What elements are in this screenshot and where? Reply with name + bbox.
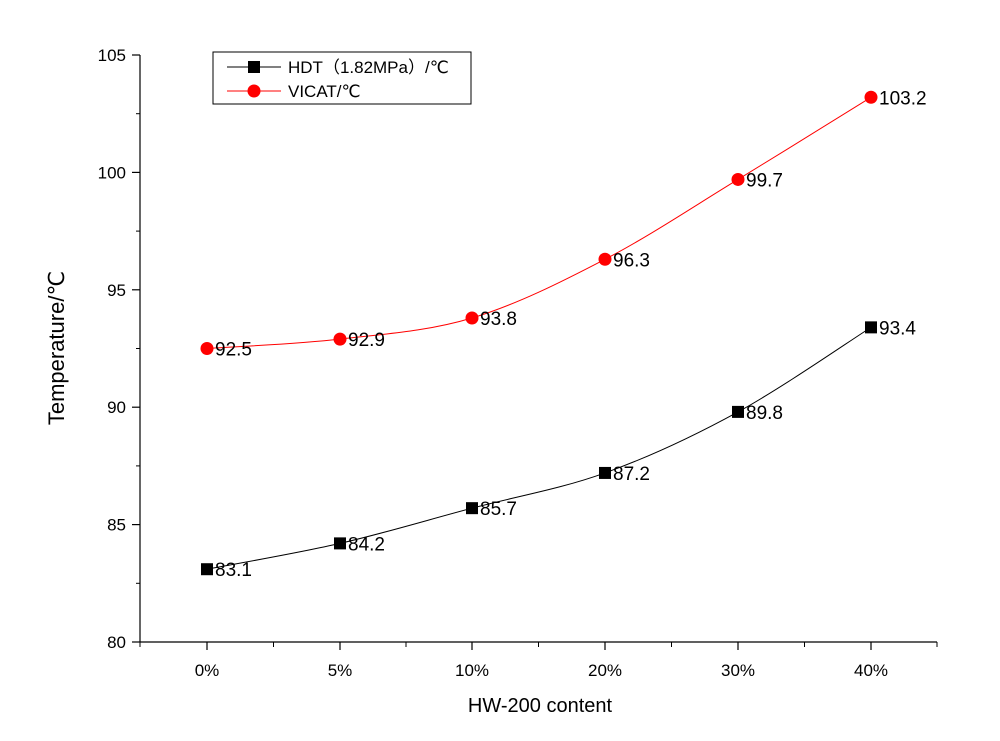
legend: HDT（1.82MPa）/℃ VICAT/℃ [212,51,472,105]
data-point [599,466,611,479]
y-tick-label: 105 [98,46,126,65]
data-point [334,537,346,550]
data-point [731,172,745,186]
x-axis-title: HW-200 content [468,695,613,717]
x-tick-label: 30% [721,661,755,680]
data-point [200,342,214,355]
data-label: 84.2 [348,534,385,555]
x-tick-label: 40% [854,661,888,680]
x-tick-label: 10% [455,661,489,680]
x-tick-label: 5% [328,661,353,680]
data-label: 99.7 [746,170,783,191]
y-tick-label: 95 [107,281,126,300]
data-label: 92.5 [215,340,252,361]
data-label: 89.8 [746,403,783,424]
series-layer: 83.1 84.2 85.7 87.2 89.8 93.4 92.5 92.9 93.8 96.3… [200,88,927,581]
data-point [732,405,744,418]
series-2: 92.5 92.9 93.8 96.3 99.7 103.2 [200,88,927,361]
data-point [201,563,213,576]
data-point [466,502,478,515]
data-label: 92.9 [348,330,385,351]
legend-label: VICAT/℃ [288,82,361,101]
x-tick-label: 0% [195,661,220,680]
data-label: 83.1 [215,560,252,581]
x-tick-label: 20% [588,661,622,680]
y-tick-label: 100 [98,163,126,182]
legend-label: HDT（1.82MPa）/℃ [288,58,449,77]
series-line [206,96,872,349]
axes: 80 85 90 95 100 105 0% 5% 10% 20% 30% 40% [98,46,938,680]
y-axis-title: Temperature/℃ [44,271,69,425]
data-point [333,332,347,346]
y-tick-label: 80 [107,633,126,652]
series-line [206,326,872,570]
data-label: 103.2 [879,88,927,109]
y-tick-label: 85 [107,516,126,535]
data-point [598,252,612,266]
data-label: 96.3 [613,250,650,271]
legend-marker [247,84,261,98]
data-point [865,321,877,334]
series-1: 83.1 84.2 85.7 87.2 89.8 93.4 [201,318,916,581]
data-label: 87.2 [613,464,650,485]
data-point [864,90,878,104]
data-label: 85.7 [480,499,517,520]
data-label: 93.8 [480,309,517,330]
data-point [465,311,479,325]
y-tick-label: 90 [107,398,126,417]
data-label: 93.4 [879,318,916,339]
legend-marker [248,61,260,73]
